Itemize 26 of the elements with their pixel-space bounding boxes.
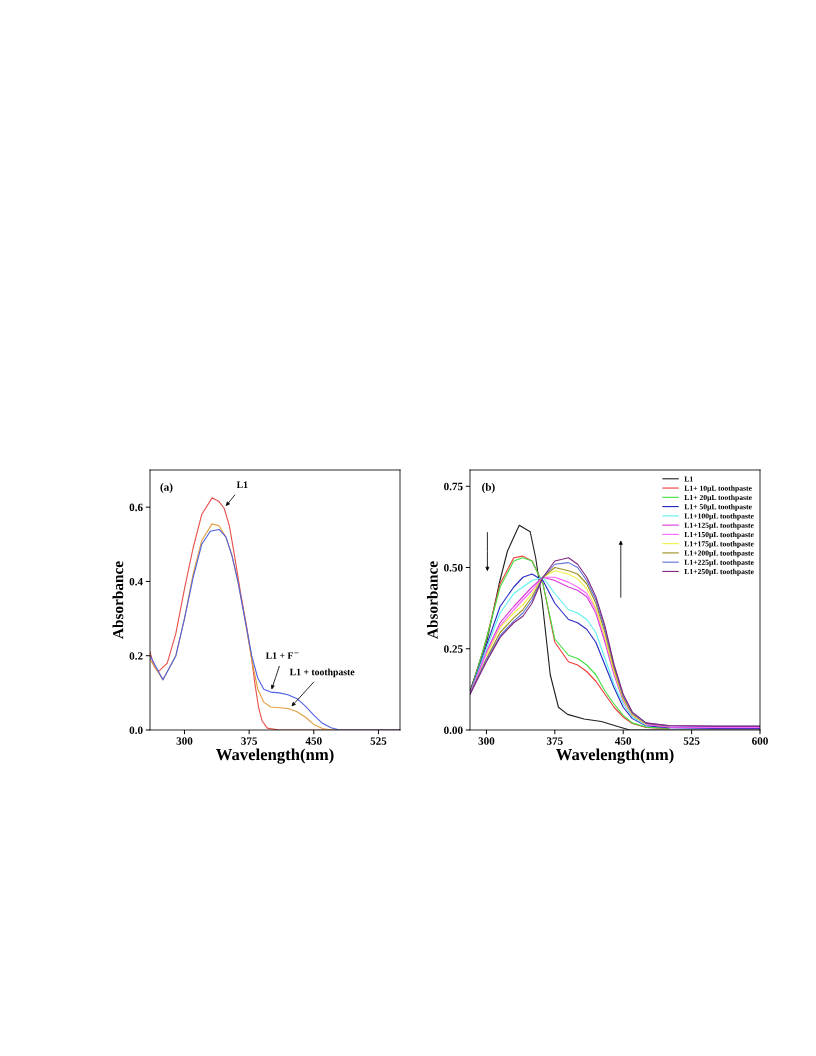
y-axis-title: Absorbance bbox=[426, 561, 438, 639]
text: (b) bbox=[482, 483, 495, 494]
x-tick-label: 450 bbox=[305, 737, 322, 745]
y-tick-label: 0.4 bbox=[129, 577, 143, 586]
x-tick-label: 300 bbox=[176, 737, 193, 745]
y-tick-label: 0.75 bbox=[444, 482, 463, 491]
x-tick-label: 525 bbox=[370, 737, 387, 745]
y-tick-label: 0.6 bbox=[129, 503, 143, 512]
text: (a) bbox=[160, 483, 173, 494]
y-axis-title: Absorbance bbox=[112, 561, 124, 639]
x-tick-label: 375 bbox=[241, 737, 258, 745]
x-tick-label: 300 bbox=[478, 737, 495, 745]
x-tick-label: 600 bbox=[752, 737, 768, 745]
annotation: L1 + toothpaste bbox=[289, 668, 355, 678]
annotation: L1 + F$^{−}$ bbox=[265, 652, 299, 659]
y-tick-label: 0.2 bbox=[129, 652, 143, 660]
annotation: L1 bbox=[236, 481, 248, 488]
y-tick-label: 0.00 bbox=[444, 726, 463, 735]
y-tick-label: 0.50 bbox=[444, 563, 463, 572]
y-tick-label: 0.25 bbox=[444, 645, 463, 653]
x-tick-label: 450 bbox=[615, 737, 632, 745]
x-axis-title: Wavelength(nm) bbox=[555, 748, 674, 764]
x-tick-label: 375 bbox=[546, 737, 563, 745]
y-tick-label: 0.0 bbox=[129, 726, 143, 735]
x-axis-title: Wavelength(nm) bbox=[215, 748, 334, 764]
x-tick-label: 525 bbox=[683, 737, 700, 745]
